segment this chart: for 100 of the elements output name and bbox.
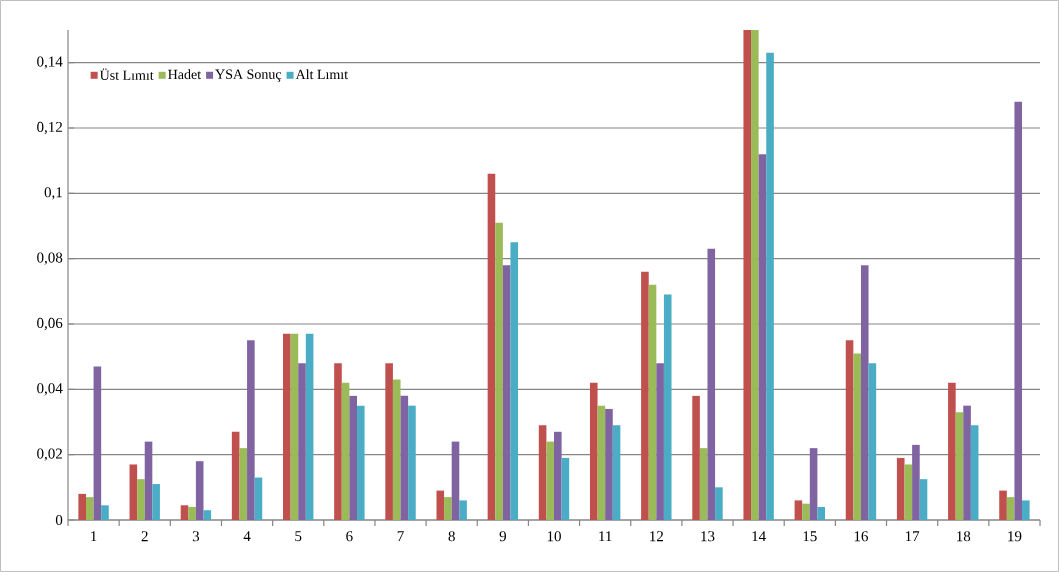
x-tick-label: 1 (91, 531, 97, 542)
bar (817, 506, 825, 520)
y-tick-label: 0 (55, 514, 63, 526)
bar (612, 425, 621, 520)
bar (239, 448, 248, 520)
legend-label: Alt Lımıt (295, 69, 348, 80)
bar (1006, 497, 1015, 520)
y-tick-label: 0,06 (37, 317, 63, 331)
bar (845, 340, 854, 520)
bar (254, 477, 263, 520)
bar (743, 29, 752, 520)
bar (707, 248, 716, 520)
bar (912, 444, 920, 520)
bar (101, 505, 109, 520)
y-tick-label: 0,1 (44, 187, 62, 200)
bar (794, 500, 803, 520)
x-tick-label: 13 (701, 531, 715, 542)
bar (809, 448, 818, 520)
x-tick-label: 7 (397, 531, 404, 542)
bar (385, 363, 393, 520)
bar (561, 457, 570, 520)
bar (663, 294, 672, 520)
legend-label: Hadet (168, 69, 202, 80)
bar (715, 487, 723, 520)
bar (334, 363, 342, 520)
bar (180, 505, 189, 520)
legend-label: YSA Sonuç (215, 69, 282, 82)
bar (554, 431, 562, 520)
bar (188, 506, 196, 520)
bar (641, 271, 649, 520)
bar (896, 457, 905, 520)
bar (751, 29, 759, 520)
bar (305, 333, 314, 520)
bar (349, 395, 357, 520)
bar (692, 395, 700, 520)
bar (436, 490, 445, 520)
bar (802, 503, 810, 520)
bar (963, 405, 971, 520)
y-tick-label: 0,04 (37, 383, 63, 396)
bar (231, 431, 240, 520)
bar (247, 340, 255, 520)
y-tick-label: 0,08 (37, 252, 63, 265)
x-tick-label: 10 (547, 531, 561, 542)
y-tick-label: 0,02 (37, 448, 62, 461)
bar (904, 464, 913, 520)
x-tick-label: 8 (448, 531, 455, 542)
bar (195, 461, 204, 520)
bar (495, 222, 503, 520)
x-tick-label: 4 (243, 531, 251, 542)
bar (78, 493, 86, 520)
bar (1014, 101, 1023, 520)
bar (444, 497, 452, 520)
bar (656, 363, 664, 520)
bar (451, 441, 460, 520)
bar (459, 500, 467, 520)
bar (152, 484, 160, 520)
bar (203, 510, 212, 520)
bar (283, 333, 291, 520)
bar (955, 412, 964, 520)
bar (400, 395, 409, 520)
bar (538, 425, 547, 520)
bar (948, 382, 956, 520)
x-tick-label: 5 (295, 531, 302, 542)
bar (605, 408, 613, 520)
bar (129, 464, 138, 520)
bar (970, 425, 979, 520)
bar (699, 448, 708, 520)
bar (510, 242, 519, 520)
bar (1022, 500, 1030, 520)
bar (408, 405, 416, 520)
bar (919, 479, 928, 520)
bar (137, 479, 145, 520)
bar (502, 265, 511, 520)
x-tick-label: 9 (499, 531, 506, 542)
bar (999, 490, 1007, 520)
bar (144, 441, 153, 520)
x-tick-label: 14 (752, 531, 766, 542)
bar (290, 333, 299, 520)
x-tick-label: 6 (346, 531, 353, 542)
x-tick-label: 11 (599, 531, 612, 542)
x-tick-label: 17 (905, 531, 920, 542)
bar (298, 363, 306, 520)
y-tick-label: 0,14 (37, 56, 63, 69)
bar (85, 497, 94, 520)
x-tick-label: 3 (192, 531, 200, 542)
x-tick-label: 12 (650, 531, 663, 542)
bar (766, 52, 774, 520)
x-tick-label: 16 (854, 531, 868, 542)
bar (853, 353, 861, 520)
bar (356, 405, 365, 520)
bar (392, 379, 401, 520)
x-tick-label: 2 (141, 531, 148, 542)
bar (860, 265, 869, 520)
bar (487, 173, 496, 520)
bar (341, 382, 350, 520)
bar (868, 363, 877, 520)
bar (589, 382, 598, 520)
bar (758, 154, 767, 520)
bar (648, 284, 657, 520)
x-tick-label: 18 (957, 531, 971, 542)
